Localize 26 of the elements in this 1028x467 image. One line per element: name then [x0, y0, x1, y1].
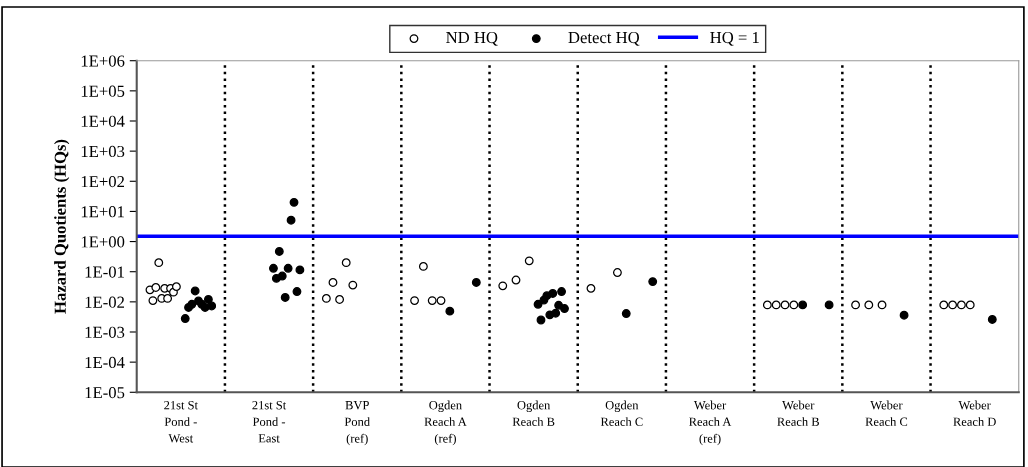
x-tick-label: BVP Pond (ref)	[344, 401, 370, 446]
y-tick-label: 1E+00	[81, 236, 125, 248]
x-tick-label: Weber Reach A (ref)	[689, 400, 732, 446]
legend-label: Detect HQ	[568, 31, 640, 46]
x-tick-label: 21st St Pond - East	[252, 401, 287, 443]
legend-label: ND HQ	[446, 31, 498, 46]
x-tick-label: Ogden Reach A (ref)	[424, 400, 467, 446]
y-tick-label: 1E+02	[81, 175, 124, 188]
x-tick-label: Ogden Reach C	[600, 400, 643, 426]
legend-label: HQ = 1	[710, 31, 759, 46]
y-tick-label: 1E-04	[85, 356, 125, 369]
y-tick-label: 1E-03	[85, 326, 125, 338]
y-tick-label: 1E-01	[85, 266, 124, 278]
x-tick-label: Ogden Reach B	[512, 400, 555, 426]
x-tick-label: Weber Reach C	[865, 400, 908, 426]
y-tick-label: 1E+03	[81, 145, 125, 158]
y-axis-title: Hazard Quotients (HQs)	[54, 139, 70, 314]
x-tick-label: 21st St Pond - West	[164, 401, 198, 443]
x-tick-label: Weber Reach D	[953, 400, 996, 426]
y-tick-label: 1E+01	[81, 206, 124, 218]
y-tick-label: 1E+04	[81, 115, 125, 127]
y-tick-label: 1E-02	[85, 296, 124, 308]
y-tick-label: 1E-05	[85, 386, 125, 399]
y-tick-label: 1E+06	[81, 55, 125, 67]
y-tick-label: 1E+05	[81, 85, 125, 97]
x-tick-label: Weber Reach B	[777, 400, 819, 426]
